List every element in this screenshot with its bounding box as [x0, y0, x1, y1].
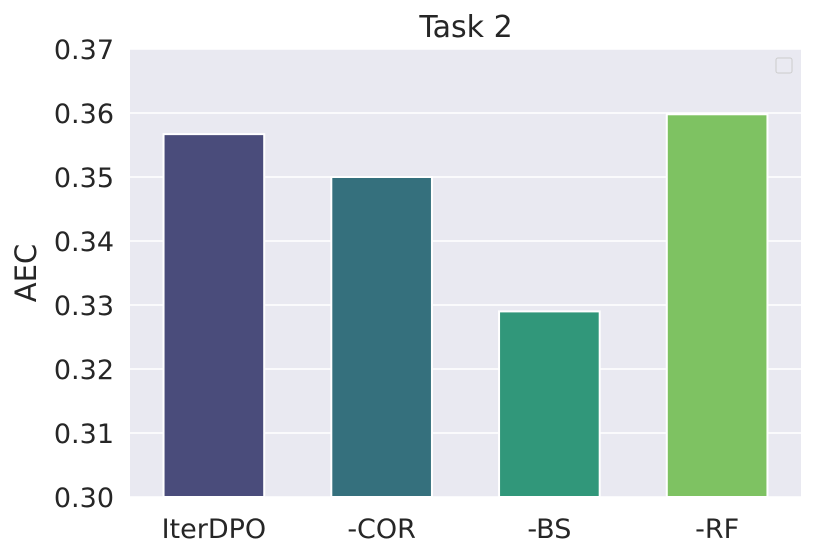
y-tick-labels: 0.30 0.31 0.32 0.33 0.34 0.35 0.36 0.37 — [54, 35, 114, 514]
y-tick-label: 0.35 — [54, 163, 114, 194]
x-tick-label: -BS — [527, 514, 571, 545]
chart-title: Task 2 — [418, 10, 512, 45]
legend-box — [775, 57, 793, 74]
bar-bs — [498, 310, 601, 498]
bar-iterdpo — [162, 133, 266, 498]
x-tick-label: -RF — [695, 514, 739, 545]
bar-cor — [330, 176, 433, 498]
x-tick-label: IterDPO — [162, 514, 267, 545]
y-tick-label: 0.37 — [54, 35, 114, 66]
x-tick-labels: IterDPO -COR -BS -RF — [162, 514, 740, 545]
y-tick-label: 0.30 — [54, 483, 114, 514]
y-tick-label: 0.34 — [54, 227, 114, 258]
y-tick-label: 0.36 — [54, 99, 114, 130]
bar-rf — [665, 113, 769, 498]
y-tick-label: 0.31 — [54, 419, 114, 450]
y-tick-label: 0.33 — [54, 291, 114, 322]
bars — [162, 113, 769, 498]
x-tick-label: -COR — [347, 514, 416, 545]
y-axis-label: AEC — [9, 244, 43, 302]
y-tick-label: 0.32 — [54, 355, 114, 386]
